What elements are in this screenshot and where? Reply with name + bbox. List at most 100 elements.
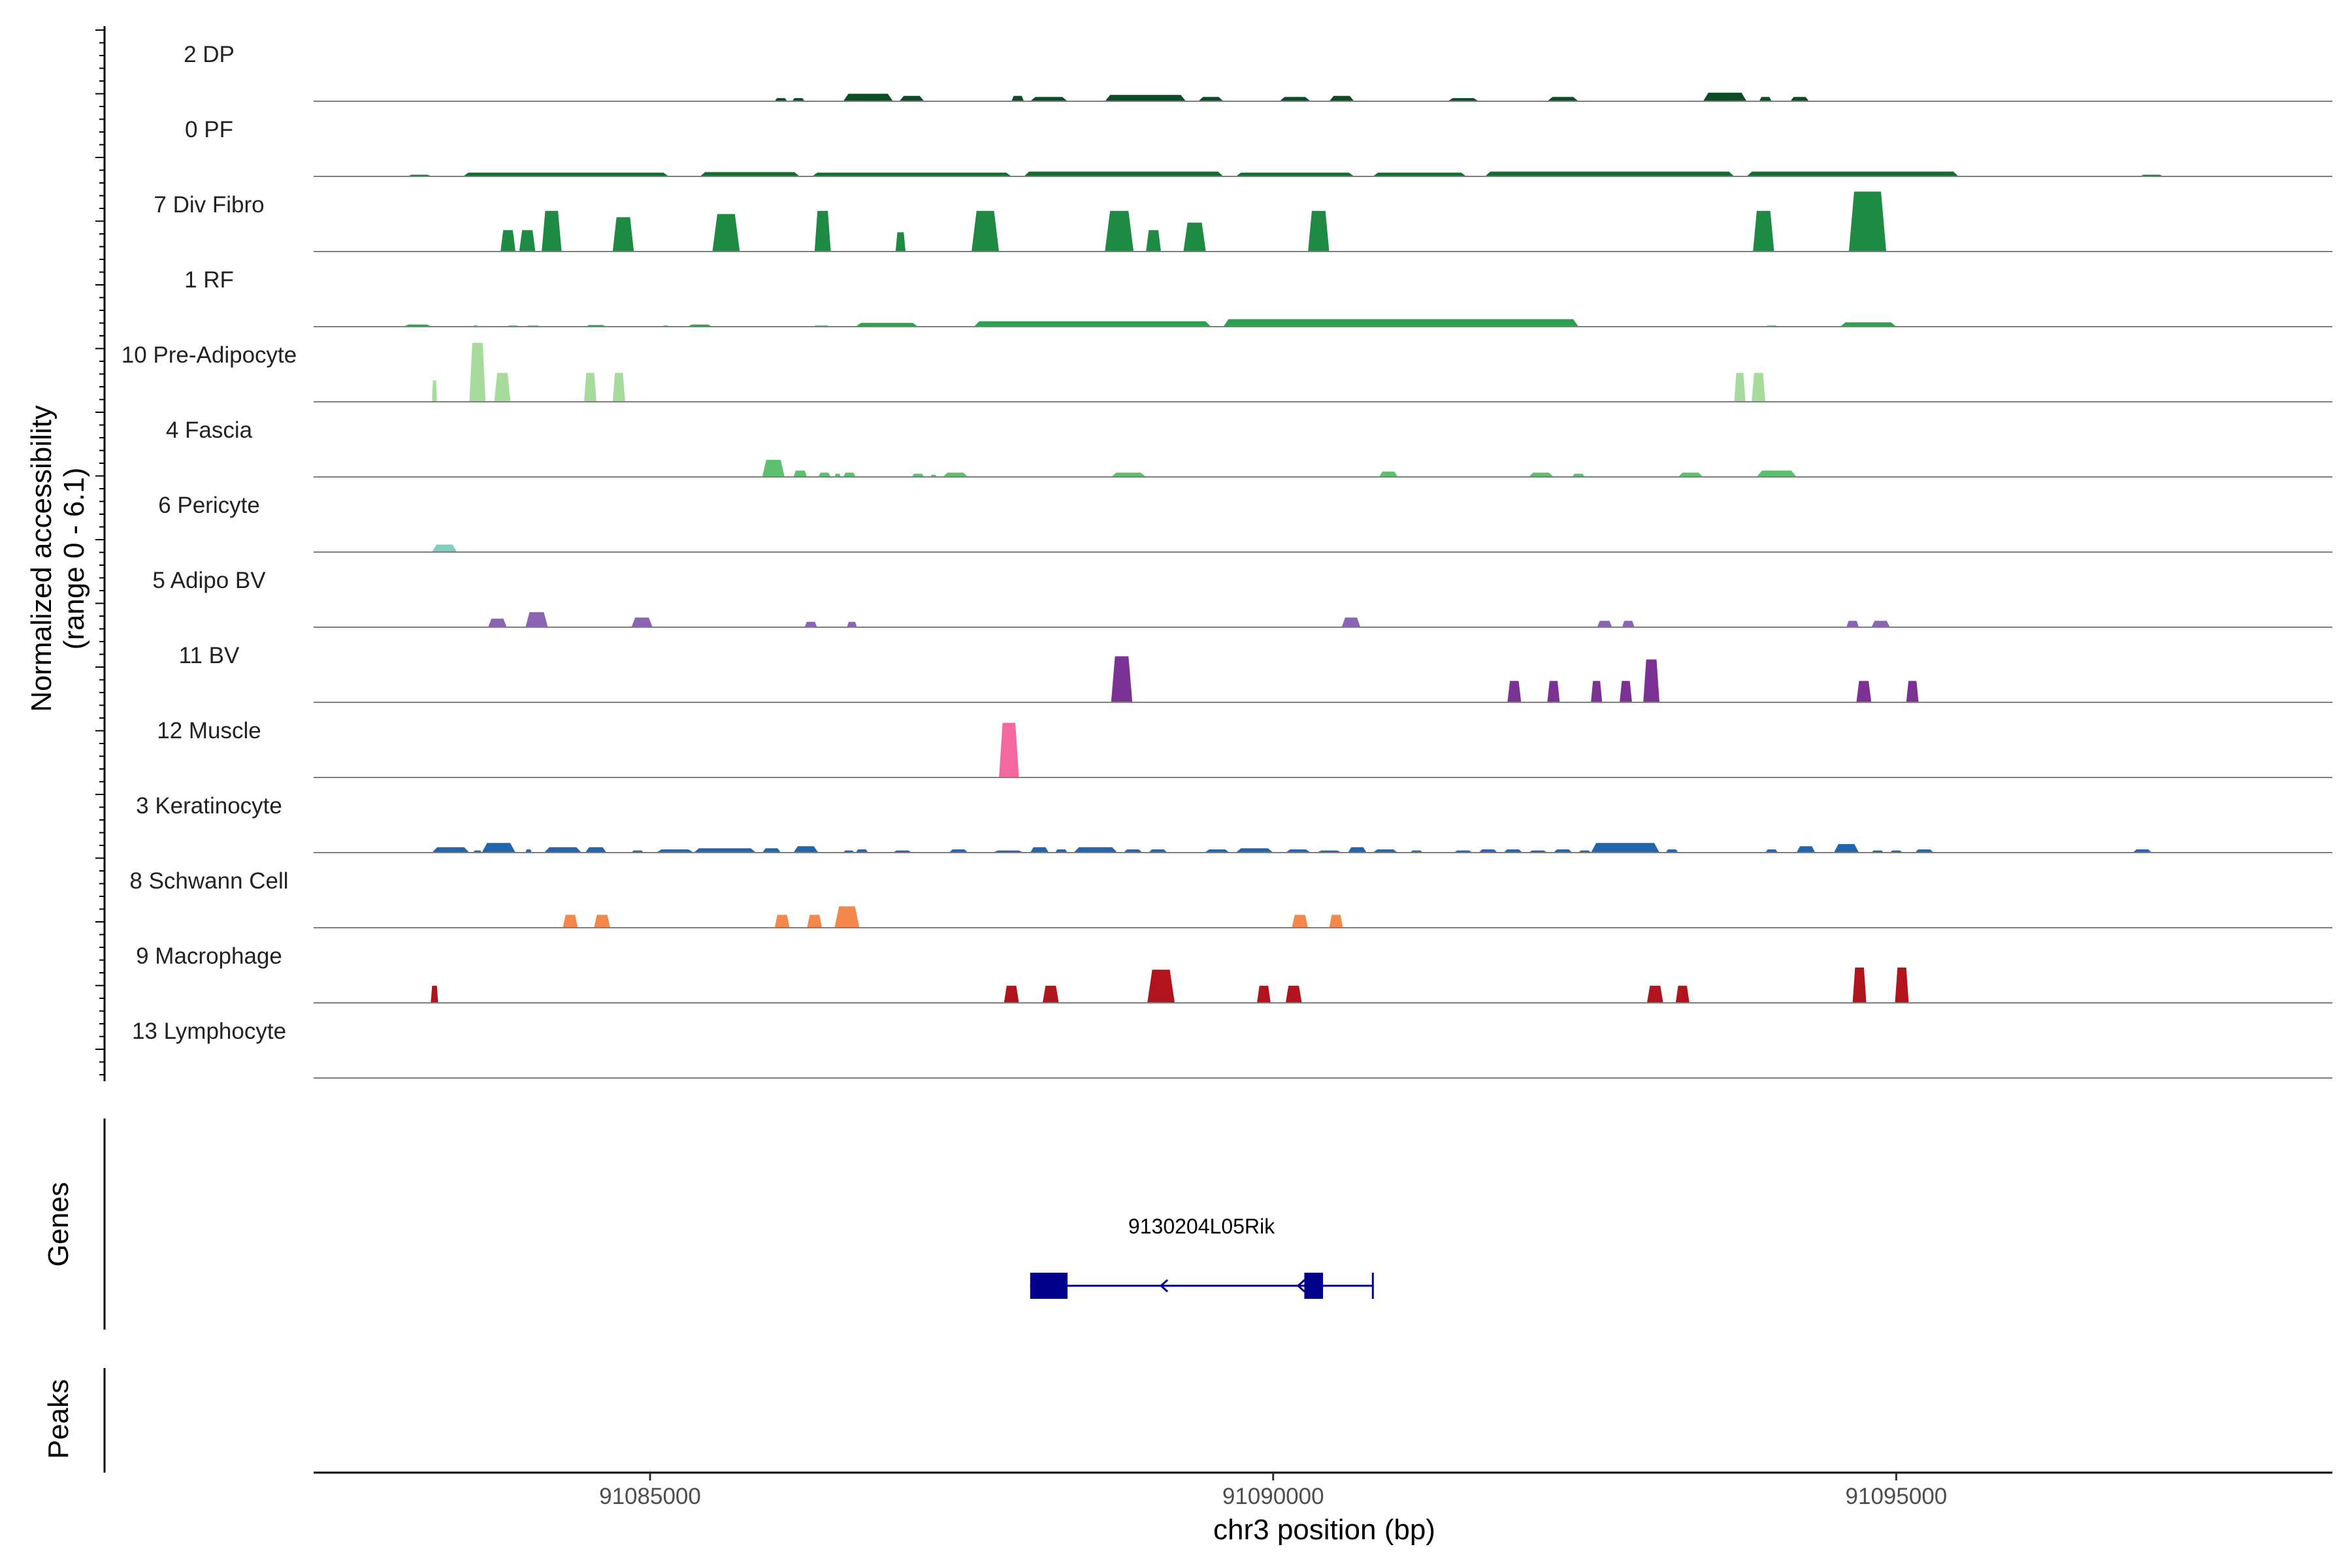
- coverage-peak: [1553, 849, 1573, 853]
- coverage-peak: [855, 849, 868, 853]
- coverage-peak: [482, 843, 515, 853]
- coverage-peak: [494, 372, 511, 402]
- gene-name-label: 9130204L05Rik: [1128, 1215, 1275, 1238]
- coverage-peak: [1256, 985, 1271, 1003]
- coverage-peak: [1840, 322, 1897, 327]
- coverage-peak: [1024, 171, 1224, 176]
- x-tick-label: 91095000: [1846, 1484, 1948, 1509]
- coverage-peak: [1753, 210, 1774, 252]
- coverage-peak: [1292, 915, 1309, 928]
- strand-arrow: [1159, 1279, 1169, 1293]
- track-label: 11 BV: [179, 643, 240, 668]
- coverage-peak: [1073, 847, 1118, 853]
- coverage-peak: [792, 98, 805, 101]
- coverage-peak: [814, 210, 831, 252]
- coverage-peak: [1341, 617, 1361, 627]
- coverage-peak: [999, 723, 1019, 777]
- coverage-peak: [1790, 97, 1809, 101]
- track-label: 10 Pre-Adipocyte: [122, 342, 297, 368]
- coverage-peak: [1507, 681, 1522, 702]
- coverage-peak: [762, 459, 785, 477]
- coverage-peak: [1348, 847, 1367, 853]
- coverage-peak: [812, 172, 1012, 176]
- coverage-peak: [1678, 472, 1703, 477]
- genes-panel-title: Genes: [42, 1182, 74, 1267]
- peaks-panel-title: Peaks: [42, 1379, 74, 1459]
- coverage-peak: [1183, 222, 1206, 252]
- coverage-peak: [774, 915, 790, 928]
- track-label: 3 Keratinocyte: [136, 793, 282, 819]
- coverage-peak: [804, 621, 817, 627]
- coverage-peak: [843, 472, 856, 477]
- track-12: 9 Macrophage: [136, 943, 2332, 1004]
- coverage-peak: [1235, 172, 1354, 176]
- coverage-peak: [807, 915, 823, 928]
- coverage-peak: [432, 847, 470, 853]
- coverage-peak: [1329, 915, 1343, 928]
- coverage-peak: [1111, 472, 1147, 477]
- track-label: 2 DP: [184, 42, 235, 67]
- coverage-peak: [1042, 985, 1059, 1003]
- track-9: 12 Muscle: [157, 718, 2332, 778]
- coverage-peak: [1622, 621, 1635, 627]
- gene-model: 9130204L05Rik: [1030, 1215, 1374, 1299]
- coverage-peak: [1147, 970, 1175, 1003]
- coverage-peak: [1105, 210, 1134, 252]
- coverage-peak: [1846, 621, 1859, 627]
- coverage-peak: [1485, 171, 1735, 176]
- coverage-peak: [1011, 95, 1024, 101]
- track-5: 4 Fascia: [166, 417, 2332, 478]
- coverage-peak: [847, 621, 857, 627]
- coverage-peak: [911, 474, 924, 477]
- coverage-peak: [585, 847, 607, 853]
- coverage-peak: [1329, 95, 1354, 101]
- coverage-peak: [1848, 191, 1887, 252]
- gene-exon: [1304, 1273, 1323, 1299]
- coverage-peak: [1235, 848, 1273, 853]
- coverage-peak: [1643, 659, 1659, 702]
- coverage-peak: [519, 230, 536, 252]
- coverage-peak: [1547, 97, 1578, 101]
- track-4: 10 Pre-Adipocyte: [122, 342, 2332, 402]
- track-3: 1 RF: [184, 267, 2332, 327]
- track-label: 7 Div Fibro: [154, 192, 264, 218]
- coverage-peak: [1834, 843, 1859, 853]
- coverage-peak: [1223, 319, 1578, 327]
- track-label: 9 Macrophage: [136, 943, 282, 969]
- coverage-peak: [1703, 92, 1747, 101]
- coverage-peak: [834, 906, 860, 928]
- coverage-peak: [431, 985, 438, 1003]
- coverage-peak: [612, 217, 634, 252]
- coverage-peak: [1004, 985, 1019, 1003]
- coverage-peak: [1373, 172, 1467, 176]
- coverage-peak: [1198, 97, 1224, 101]
- y-axis: [95, 26, 106, 1081]
- coverage-tracks: 2 DP 0 PF 7 Div Fibro 1 RF 10 Pre-Adipocyte 4…: [122, 42, 2332, 1079]
- coverage-peak: [1447, 98, 1479, 101]
- coverage-peak: [943, 472, 968, 477]
- track-10: 3 Keratinocyte: [136, 793, 2332, 853]
- coverage-peak: [525, 612, 548, 627]
- coverage-peak: [1752, 372, 1766, 402]
- y-axis-title: Normalized accessibility: [25, 405, 57, 711]
- coverage-peak: [463, 172, 669, 176]
- coverage-peak: [1796, 846, 1816, 853]
- coverage-peak: [488, 618, 507, 627]
- coverage-peak: [973, 321, 1211, 327]
- track-2: 7 Div Fibro: [154, 191, 2332, 252]
- gene-annotation-track: 9130204L05Rik: [1030, 1215, 1374, 1299]
- track-label: 13 Lymphocyte: [132, 1019, 286, 1044]
- coverage-peak: [1204, 849, 1230, 853]
- coverage-peak: [793, 846, 819, 853]
- coverage-peak: [1734, 372, 1746, 402]
- coverage-peak: [1149, 849, 1168, 853]
- coverage-peak: [594, 915, 610, 928]
- track-7: 5 Adipo BV: [152, 568, 2332, 628]
- coverage-peak: [1285, 849, 1311, 853]
- coverage-peak: [1675, 985, 1690, 1003]
- coverage-peak: [1572, 474, 1585, 477]
- track-label: 6 Pericyte: [158, 493, 260, 518]
- coverage-peak: [1503, 849, 1523, 853]
- gene-exon: [1030, 1273, 1068, 1299]
- coverage-peak: [432, 380, 437, 402]
